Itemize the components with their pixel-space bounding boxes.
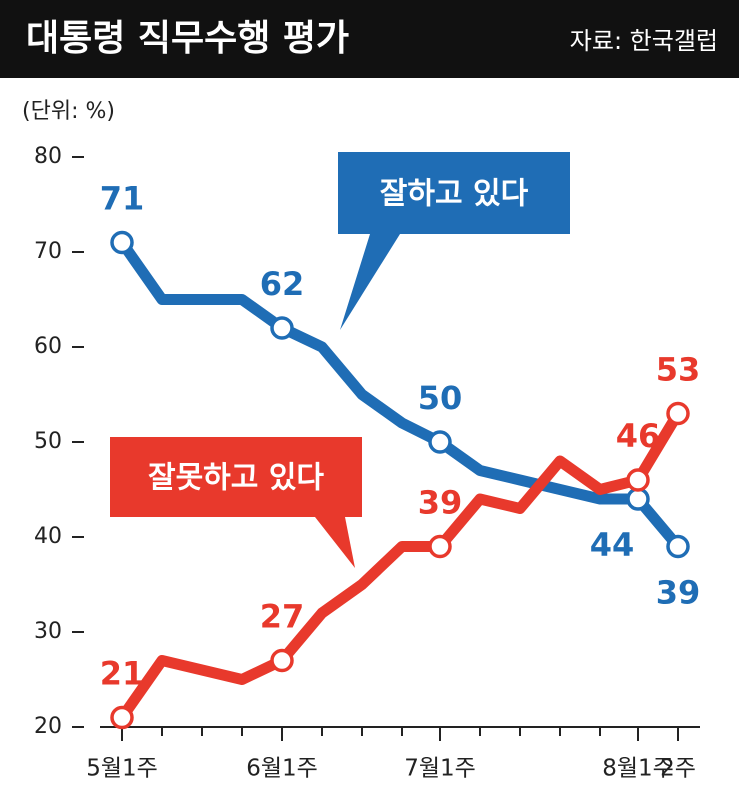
data-point xyxy=(270,316,294,340)
data-point xyxy=(428,430,452,454)
x-tick-label: 5월1주 xyxy=(86,756,158,782)
y-tick-label: 80 xyxy=(34,144,62,169)
data-label: 27 xyxy=(260,598,305,636)
series-line xyxy=(117,239,683,551)
data-label: 44 xyxy=(590,526,635,564)
source: 자료: 한국갤럽 xyxy=(570,27,718,55)
legend-label: 잘하고 있다 xyxy=(380,177,529,212)
data-label: 21 xyxy=(100,655,145,693)
data-point xyxy=(110,230,134,255)
data-point xyxy=(626,468,650,492)
data-label: 53 xyxy=(656,351,701,389)
data-point xyxy=(270,648,294,673)
x-tick-label: 2주 xyxy=(660,756,696,782)
series-line xyxy=(117,410,683,721)
x-tick-label: 7월1주 xyxy=(404,756,476,782)
unit-label: (단위: %) xyxy=(22,99,115,124)
data-label: 62 xyxy=(260,265,305,303)
data-point xyxy=(428,534,452,559)
y-tick-label: 60 xyxy=(34,334,62,359)
y-tick-label: 40 xyxy=(34,524,62,549)
data-label: 46 xyxy=(616,417,661,455)
callout-tail xyxy=(340,234,400,330)
callout-tail xyxy=(315,517,355,568)
data-label: 39 xyxy=(418,484,463,522)
data-label: 50 xyxy=(418,379,463,417)
y-tick-label: 20 xyxy=(34,714,62,739)
callout-box xyxy=(338,152,570,234)
y-tick-label: 70 xyxy=(34,239,62,264)
x-tick-label: 8월1주 xyxy=(602,756,674,782)
data-point xyxy=(626,487,650,511)
data-label: 71 xyxy=(100,180,145,218)
data-point xyxy=(666,401,690,426)
legend-label: 잘못하고 있다 xyxy=(148,461,324,496)
y-tick-label: 30 xyxy=(34,619,62,644)
callout-box xyxy=(110,437,362,517)
chart-title: 대통령 직무수행 평가 xyxy=(26,18,349,59)
data-point xyxy=(666,534,690,559)
y-tick-label: 50 xyxy=(34,429,62,454)
data-point xyxy=(110,705,134,730)
data-label: 39 xyxy=(656,574,701,612)
title-bar xyxy=(0,0,739,78)
x-tick-label: 6월1주 xyxy=(246,756,318,782)
